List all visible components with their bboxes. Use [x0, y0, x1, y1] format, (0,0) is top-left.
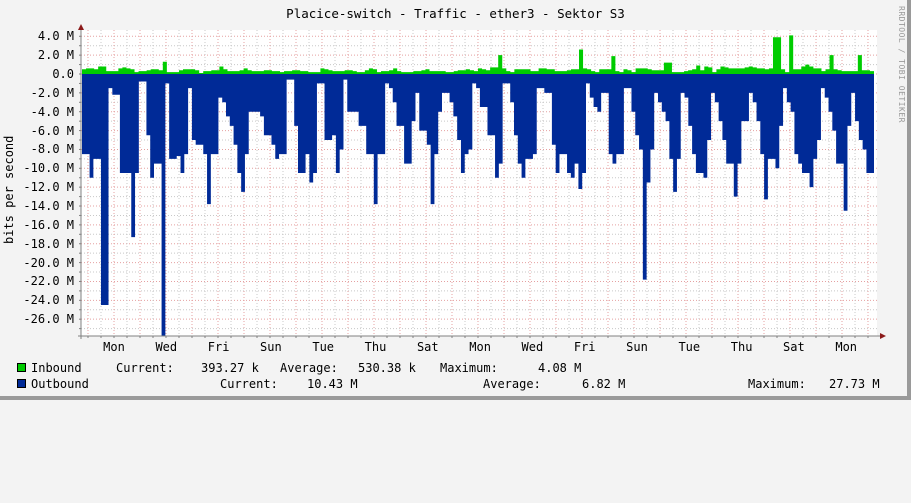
- outbound-maximum-label: Maximum:: [748, 377, 806, 391]
- y-tick-label: 0.0: [52, 67, 74, 81]
- y-tick-label: -16.0 M: [23, 217, 74, 232]
- y-tick-label: -12.0 M: [23, 180, 74, 195]
- x-tick-label: Sun: [260, 340, 282, 354]
- inbound-maximum-label: Maximum:: [440, 361, 498, 375]
- x-tick-label: Tue: [312, 340, 335, 354]
- x-tick-label: Fri: [573, 340, 596, 354]
- outbound-average-value: 6.82 M: [582, 377, 626, 391]
- y-tick-label: 4.0 M: [37, 29, 74, 44]
- traffic-plot: [78, 24, 886, 339]
- x-tick-label: Thu: [364, 340, 387, 354]
- y-tick-label: -20.0 M: [23, 255, 74, 270]
- legend-outbound: Outbound Current: 10.43 M Average: 6.82 …: [17, 377, 897, 391]
- outbound-swatch: [17, 379, 26, 388]
- x-axis-arrow-icon: [880, 333, 886, 339]
- inbound-current-label: Current:: [116, 361, 174, 375]
- y-tick-label: -6.0 M: [30, 123, 74, 138]
- outbound-current-value: 10.43 M: [307, 377, 358, 391]
- y-tick-label: -2.0 M: [30, 85, 74, 100]
- x-tick-label: Fri: [207, 340, 230, 354]
- outbound-current-label: Current:: [220, 377, 278, 391]
- inbound-current-value: 393.27 k: [201, 361, 259, 375]
- inbound-area: [82, 35, 874, 74]
- inbound-maximum-value: 4.08 M: [538, 361, 582, 375]
- x-tick-label: Mon: [469, 340, 491, 354]
- x-tick-label: Wed: [155, 340, 178, 354]
- chart-title: Placice-switch - Traffic - ether3 - Sekt…: [286, 6, 625, 21]
- y-axis-arrow-icon: [78, 24, 84, 30]
- outbound-maximum-value: 27.73 M: [829, 377, 880, 391]
- outbound-name: Outbound: [31, 377, 89, 391]
- inbound-swatch: [17, 363, 26, 372]
- outbound-average-label: Average:: [483, 377, 541, 391]
- x-tick-label: Sun: [626, 340, 648, 354]
- x-tick-label: Sat: [416, 340, 439, 354]
- outbound-area: [82, 74, 874, 337]
- legend-inbound: Inbound Current: 393.27 k Average: 530.3…: [17, 361, 897, 375]
- y-tick-label: -14.0 M: [23, 199, 74, 214]
- x-tick-label: Sat: [783, 340, 805, 354]
- x-tick-label: Mon: [835, 340, 858, 354]
- y-tick-label: -18.0 M: [23, 236, 74, 251]
- rrdtool-watermark: RRDTOOL / TOBI OETIKER: [897, 6, 906, 123]
- y-tick-label: -8.0 M: [30, 142, 74, 157]
- x-tick-label: Wed: [521, 340, 544, 354]
- y-tick-label: -22.0 M: [23, 274, 74, 289]
- inbound-name: Inbound: [31, 361, 82, 375]
- y-tick-label: -26.0 M: [23, 312, 74, 327]
- y-tick-label: -10.0 M: [23, 161, 74, 176]
- y-tick-label: -24.0 M: [23, 293, 74, 308]
- x-tick-label: Mon: [103, 340, 125, 354]
- x-tick-label: Thu: [730, 340, 753, 354]
- x-tick-label: Tue: [678, 340, 701, 354]
- inbound-average-label: Average:: [280, 361, 338, 375]
- y-tick-label: 2.0 M: [37, 48, 74, 63]
- y-tick-label: -4.0 M: [30, 104, 74, 119]
- inbound-average-value: 530.38 k: [358, 361, 416, 375]
